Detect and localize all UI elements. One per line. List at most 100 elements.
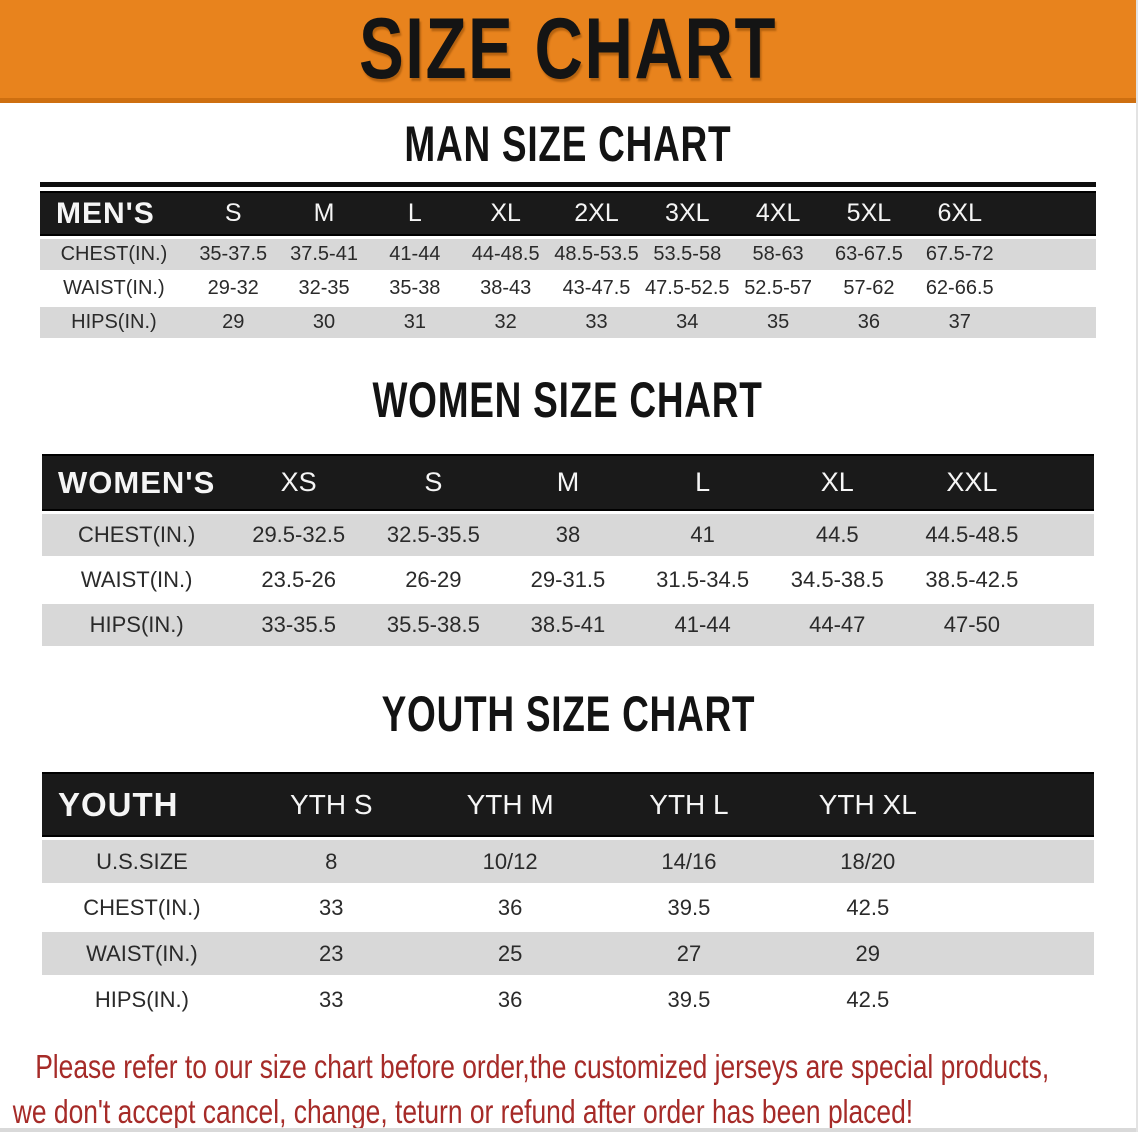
row-filler bbox=[1005, 273, 1096, 304]
row-label: WAIST(IN.) bbox=[42, 559, 232, 601]
size-value-cell: 32 bbox=[460, 307, 552, 338]
size-value-cell: 32.5-35.5 bbox=[366, 514, 501, 556]
row-label: CHEST(IN.) bbox=[40, 239, 188, 270]
row-label: WAIST(IN.) bbox=[40, 273, 188, 304]
size-value-cell: 44-47 bbox=[769, 604, 905, 646]
size-value-cell: 38-43 bbox=[460, 273, 552, 304]
youth-section-heading: YOUTH SIZE CHART bbox=[0, 685, 1136, 743]
men-section-heading: MAN SIZE CHART bbox=[0, 115, 1136, 173]
size-col-header: 4XL bbox=[732, 191, 824, 236]
size-value-cell: 8 bbox=[241, 840, 421, 883]
table-row: U.S.SIZE 8 10/12 14/16 18/20 bbox=[42, 840, 1094, 883]
row-label: U.S.SIZE bbox=[42, 840, 242, 883]
disclaimer-line-2: we don't accept cancel, change, teturn o… bbox=[12, 1093, 914, 1130]
size-col-header: S bbox=[366, 454, 501, 511]
size-value-cell: 32-35 bbox=[278, 273, 370, 304]
bar-filler bbox=[957, 772, 1094, 837]
size-value-cell: 25 bbox=[420, 932, 600, 975]
row-filler bbox=[957, 840, 1094, 883]
women-size-table-wrap: WOMEN'S XS S M L XL XXL CHEST(IN.) 29.5-… bbox=[42, 451, 1094, 649]
size-value-cell: 63-67.5 bbox=[823, 239, 915, 270]
row-label: HIPS(IN.) bbox=[40, 307, 188, 338]
size-value-cell: 42.5 bbox=[778, 978, 958, 1021]
image-bottom-edge bbox=[0, 1128, 1136, 1132]
size-col-header: XXL bbox=[904, 454, 1040, 511]
size-value-cell: 57-62 bbox=[823, 273, 915, 304]
size-col-header: YTH L bbox=[599, 772, 779, 837]
men-size-table-wrap: MEN'S S M L XL 2XL 3XL 4XL 5XL 6XL CHEST… bbox=[40, 182, 1096, 341]
row-filler bbox=[1005, 307, 1096, 338]
disclaimer-line-1: Please refer to our size chart before or… bbox=[35, 1048, 1050, 1085]
row-filler bbox=[957, 886, 1094, 929]
size-value-cell: 35 bbox=[732, 307, 824, 338]
size-col-header: XL bbox=[769, 454, 905, 511]
size-chart-banner: SIZE CHART bbox=[0, 0, 1136, 103]
size-value-cell: 36 bbox=[420, 978, 600, 1021]
size-value-cell: 42.5 bbox=[778, 886, 958, 929]
size-value-cell: 36 bbox=[420, 886, 600, 929]
youth-heading-text: YOUTH SIZE CHART bbox=[381, 686, 755, 742]
size-col-header: M bbox=[278, 191, 370, 236]
size-col-header: 2XL bbox=[551, 191, 642, 236]
size-value-cell: 41-44 bbox=[635, 604, 770, 646]
size-value-cell: 14/16 bbox=[599, 840, 779, 883]
size-value-cell: 43-47.5 bbox=[551, 273, 642, 304]
size-value-cell: 36 bbox=[823, 307, 915, 338]
men-header-label: MEN'S bbox=[40, 191, 188, 236]
size-value-cell: 39.5 bbox=[599, 886, 779, 929]
size-value-cell: 67.5-72 bbox=[914, 239, 1006, 270]
women-section-heading: WOMEN SIZE CHART bbox=[0, 371, 1136, 429]
size-col-header: L bbox=[369, 191, 461, 236]
size-value-cell: 33 bbox=[241, 978, 421, 1021]
row-label: HIPS(IN.) bbox=[42, 978, 242, 1021]
youth-size-table-wrap: YOUTH YTH S YTH M YTH L YTH XL U.S.SIZE … bbox=[42, 769, 1094, 1024]
table-row: HIPS(IN.) 33 36 39.5 42.5 bbox=[42, 978, 1094, 1021]
row-filler bbox=[957, 978, 1094, 1021]
row-filler bbox=[1005, 239, 1096, 270]
size-col-header: S bbox=[187, 191, 279, 236]
bar-filler bbox=[1039, 454, 1094, 511]
size-col-header: 5XL bbox=[823, 191, 915, 236]
size-value-cell: 33 bbox=[551, 307, 642, 338]
table-row: HIPS(IN.) 29 30 31 32 33 34 35 36 37 bbox=[40, 307, 1096, 338]
size-col-header: L bbox=[635, 454, 770, 511]
row-filler bbox=[957, 932, 1094, 975]
size-col-header: 6XL bbox=[914, 191, 1006, 236]
size-col-header: YTH M bbox=[420, 772, 600, 837]
youth-size-table: YOUTH YTH S YTH M YTH L YTH XL U.S.SIZE … bbox=[42, 769, 1094, 1024]
size-value-cell: 33-35.5 bbox=[231, 604, 367, 646]
banner-title: SIZE CHART bbox=[358, 0, 778, 97]
row-label: CHEST(IN.) bbox=[42, 514, 232, 556]
youth-header-label: YOUTH bbox=[42, 772, 242, 837]
size-value-cell: 38.5-42.5 bbox=[904, 559, 1040, 601]
table-row: WAIST(IN.) 29-32 32-35 35-38 38-43 43-47… bbox=[40, 273, 1096, 304]
women-header-label: WOMEN'S bbox=[42, 454, 232, 511]
size-value-cell: 29-31.5 bbox=[500, 559, 636, 601]
size-value-cell: 58-63 bbox=[732, 239, 824, 270]
size-value-cell: 35-37.5 bbox=[187, 239, 279, 270]
size-value-cell: 37.5-41 bbox=[278, 239, 370, 270]
women-size-table: WOMEN'S XS S M L XL XXL CHEST(IN.) 29.5-… bbox=[42, 451, 1094, 649]
size-value-cell: 39.5 bbox=[599, 978, 779, 1021]
size-value-cell: 38.5-41 bbox=[500, 604, 636, 646]
size-col-header: YTH XL bbox=[778, 772, 958, 837]
disclaimer: Please refer to our size chart before or… bbox=[0, 1044, 1136, 1134]
size-value-cell: 44-48.5 bbox=[460, 239, 552, 270]
size-value-cell: 18/20 bbox=[778, 840, 958, 883]
size-value-cell: 29 bbox=[187, 307, 279, 338]
men-size-table: MEN'S S M L XL 2XL 3XL 4XL 5XL 6XL CHEST… bbox=[40, 188, 1096, 341]
bar-filler bbox=[1005, 191, 1096, 236]
size-col-header: 3XL bbox=[641, 191, 733, 236]
size-value-cell: 27 bbox=[599, 932, 779, 975]
size-value-cell: 38 bbox=[500, 514, 636, 556]
women-heading-text: WOMEN SIZE CHART bbox=[372, 372, 764, 428]
size-value-cell: 29 bbox=[778, 932, 958, 975]
men-header-row: MEN'S S M L XL 2XL 3XL 4XL 5XL 6XL bbox=[40, 191, 1096, 236]
size-value-cell: 35-38 bbox=[369, 273, 461, 304]
table-row: WAIST(IN.) 23.5-26 26-29 29-31.5 31.5-34… bbox=[42, 559, 1094, 601]
size-col-header: XL bbox=[460, 191, 552, 236]
women-header-row: WOMEN'S XS S M L XL XXL bbox=[42, 454, 1094, 511]
size-value-cell: 10/12 bbox=[420, 840, 600, 883]
table-row: CHEST(IN.) 29.5-32.5 32.5-35.5 38 41 44.… bbox=[42, 514, 1094, 556]
size-value-cell: 47.5-52.5 bbox=[641, 273, 733, 304]
